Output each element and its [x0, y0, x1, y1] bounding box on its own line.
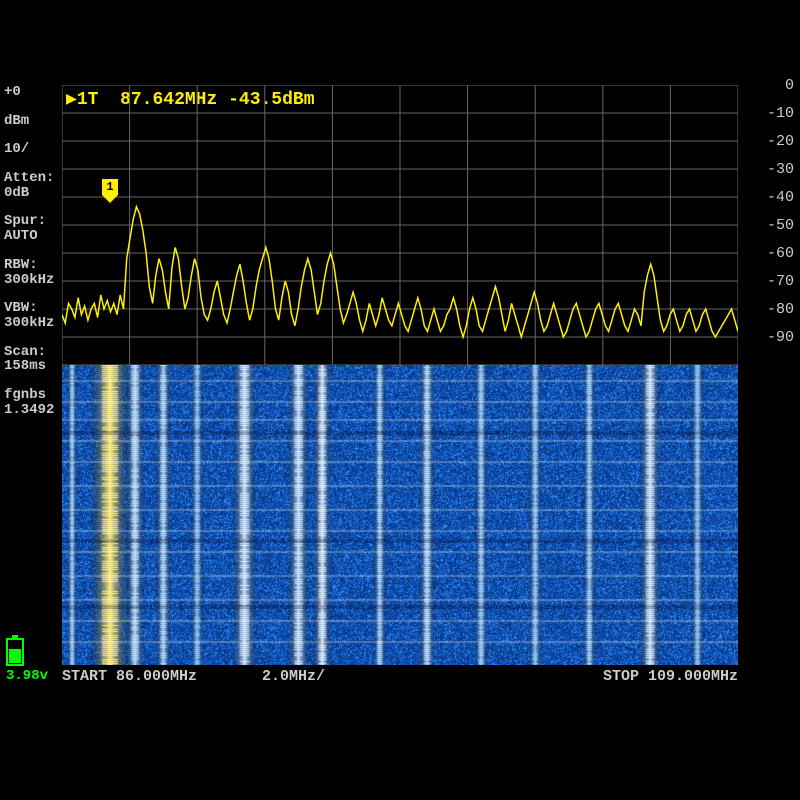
scale-div: 10/ [4, 142, 60, 157]
rbw-label: RBW:300kHz [4, 258, 60, 287]
marker-flag[interactable]: 1 [102, 179, 118, 195]
stop-freq: STOP 109.000MHz [603, 668, 738, 685]
vbw-label: VBW:300kHz [4, 301, 60, 330]
spur-label: Spur:AUTO [4, 214, 60, 243]
ref-level: +0 [4, 85, 60, 100]
span-per-div: 2.0MHz/ [262, 668, 325, 685]
battery-icon [6, 638, 24, 666]
left-settings-panel: +0 dBm 10/ Atten:0dB Spur:AUTO RBW:300kH… [4, 85, 60, 431]
start-freq: START 86.000MHz [62, 668, 197, 685]
waterfall-display[interactable] [62, 365, 738, 665]
db-tick: -70 [767, 273, 794, 290]
db-tick: -80 [767, 301, 794, 318]
spectrum-plot[interactable]: 1 [62, 85, 738, 365]
db-tick: -30 [767, 161, 794, 178]
db-tick: -90 [767, 329, 794, 346]
db-tick: 0 [785, 77, 794, 94]
battery-indicator: 3.98v [6, 638, 52, 684]
atten-label: Atten:0dB [4, 171, 60, 200]
mode-label: fgnbs1.3492 [4, 388, 60, 417]
db-tick: -50 [767, 217, 794, 234]
db-tick: -20 [767, 133, 794, 150]
amplitude-unit: dBm [4, 114, 60, 129]
db-tick: -40 [767, 189, 794, 206]
battery-voltage: 3.98v [6, 668, 52, 684]
db-tick: -60 [767, 245, 794, 262]
scan-label: Scan:158ms [4, 345, 60, 374]
db-tick: -10 [767, 105, 794, 122]
